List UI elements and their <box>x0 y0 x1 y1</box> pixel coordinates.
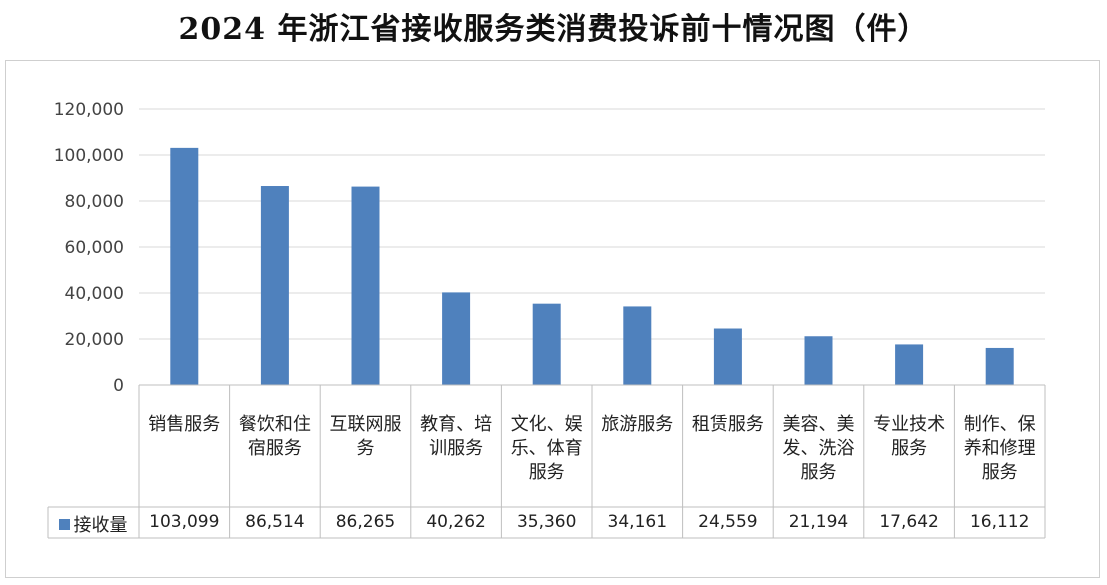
bar <box>170 147 199 385</box>
category-label: 销售服务 <box>148 414 221 435</box>
bar <box>804 336 833 385</box>
category-label: 制作、保养和修理服务 <box>963 414 1036 483</box>
gridlines <box>139 108 1045 340</box>
value-label: 21,194 <box>788 512 849 532</box>
value-label: 103,099 <box>149 512 220 532</box>
legend-label: 接收量 <box>73 515 128 536</box>
legend: 接收量 <box>48 510 138 538</box>
category-label: 餐饮和住宿服务 <box>238 414 311 459</box>
bar <box>260 186 289 385</box>
category-label: 租赁服务 <box>691 414 764 435</box>
bar <box>713 328 742 385</box>
bar <box>442 292 471 385</box>
bar <box>985 347 1014 385</box>
bar <box>532 303 561 385</box>
bar <box>623 306 652 385</box>
bar <box>895 344 924 385</box>
category-label: 互联网服务 <box>329 414 402 459</box>
category-label: 旅游服务 <box>601 414 674 435</box>
value-label: 16,112 <box>969 512 1030 532</box>
y-tick-label: 100,000 <box>54 146 124 166</box>
y-tick-label: 80,000 <box>65 192 124 212</box>
y-tick-label: 40,000 <box>65 284 124 304</box>
data-table-grid <box>47 384 1046 539</box>
value-label: 86,514 <box>245 512 305 532</box>
category-label: 美容、美发、洗浴服务 <box>782 414 855 483</box>
chart-title: 2024 年浙江省接收服务类消费投诉前十情况图（件） <box>178 12 929 47</box>
value-label: 17,642 <box>879 512 939 532</box>
bar <box>351 186 380 385</box>
category-label: 专业技术服务 <box>873 414 946 459</box>
y-tick-label: 60,000 <box>65 238 124 258</box>
y-tick-label: 20,000 <box>65 330 124 350</box>
value-label: 34,161 <box>607 512 668 532</box>
value-label: 40,262 <box>426 512 486 532</box>
value-label: 35,360 <box>516 512 577 532</box>
value-label: 86,265 <box>335 512 396 532</box>
category-label: 文化、娱乐、体育服务 <box>510 414 583 483</box>
y-tick-label: 0 <box>113 376 124 396</box>
legend-swatch <box>58 518 70 530</box>
category-label: 教育、培训服务 <box>420 414 493 459</box>
value-label: 24,559 <box>698 512 758 532</box>
y-axis-ticks: 0 20,000 40,000 60,000 80,000 100,000 120,000 <box>54 100 124 396</box>
y-tick-label: 120,000 <box>54 100 124 120</box>
chart-frame <box>5 60 1100 578</box>
bars <box>170 147 1014 385</box>
